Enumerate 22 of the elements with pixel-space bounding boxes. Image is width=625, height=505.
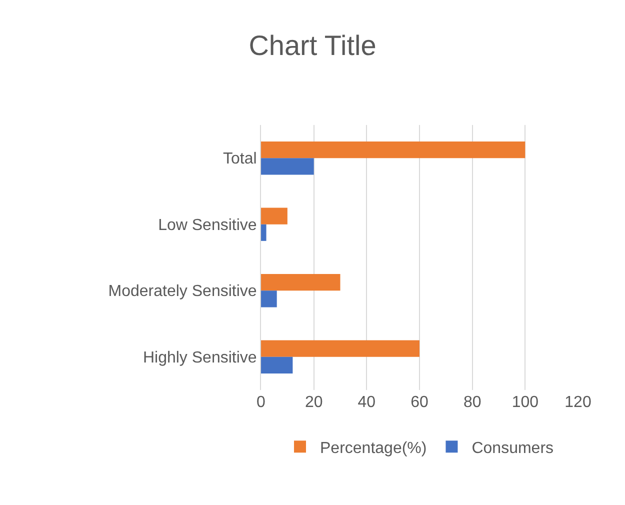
- bar: [261, 274, 340, 291]
- bar: [261, 224, 266, 241]
- legend-label: Percentage(%): [320, 440, 427, 457]
- x-tick-label: 80: [463, 394, 482, 411]
- bar: [261, 340, 420, 357]
- x-tick-label: 0: [256, 394, 266, 411]
- y-tick-label: Highly Sensitive: [142, 349, 257, 366]
- bar: [261, 142, 526, 158]
- x-tick-label: 20: [304, 394, 323, 411]
- bar: [261, 290, 277, 308]
- bar: [261, 158, 314, 175]
- bar: [261, 356, 293, 374]
- legend-label: Consumers: [472, 440, 554, 457]
- x-tick-label: 100: [512, 394, 539, 411]
- y-tick-label: Low Sensitive: [158, 216, 257, 234]
- x-tick-label: 120: [564, 394, 592, 411]
- x-tick-label: 40: [358, 394, 376, 411]
- chart-title: Chart Title: [248, 30, 376, 61]
- y-tick-label: Moderately Sensitive: [108, 283, 257, 300]
- bar: [261, 208, 288, 224]
- y-tick-label: Total: [223, 150, 257, 168]
- x-tick-label: 60: [410, 394, 428, 411]
